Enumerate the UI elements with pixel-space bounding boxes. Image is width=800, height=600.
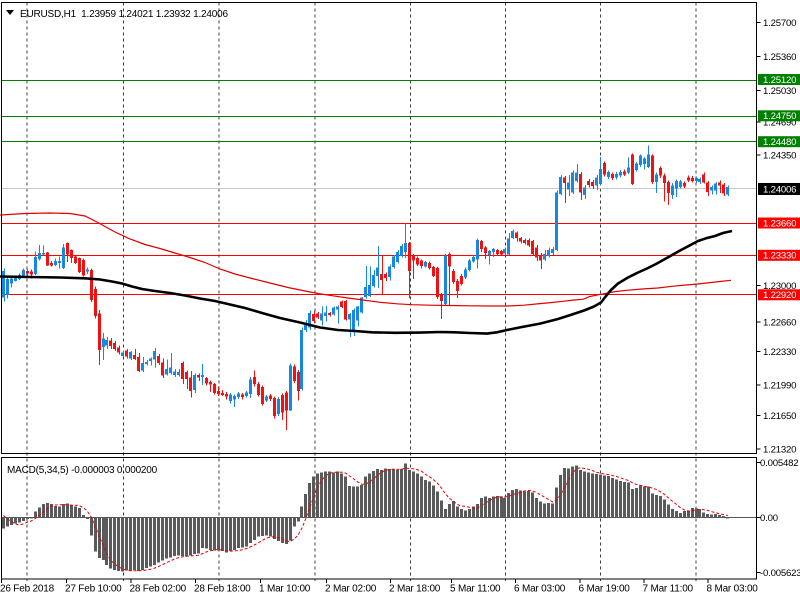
svg-text:27 Feb 10:00: 27 Feb 10:00 bbox=[65, 584, 122, 595]
svg-text:-0.005623: -0.005623 bbox=[760, 568, 800, 579]
svg-text:1.23000: 1.23000 bbox=[763, 281, 796, 292]
svg-text:26 Feb 2018: 26 Feb 2018 bbox=[0, 584, 55, 595]
svg-text:1.21990: 1.21990 bbox=[763, 381, 796, 392]
svg-text:28 Feb 02:00: 28 Feb 02:00 bbox=[130, 584, 187, 595]
svg-text:1.25120: 1.25120 bbox=[763, 75, 796, 86]
svg-text:8 Mar 03:00: 8 Mar 03:00 bbox=[707, 584, 759, 595]
svg-text:1.21320: 1.21320 bbox=[763, 445, 796, 456]
svg-text:EURUSD,H1 1.23959 1.24021 1.2: EURUSD,H1 1.23959 1.24021 1.23932 1.2400… bbox=[20, 9, 229, 20]
svg-text:2 Mar 18:00: 2 Mar 18:00 bbox=[389, 584, 441, 595]
svg-text:1 Mar 10:00: 1 Mar 10:00 bbox=[259, 584, 311, 595]
svg-text:6 Mar 03:00: 6 Mar 03:00 bbox=[514, 584, 566, 595]
svg-text:2 Mar 02:00: 2 Mar 02:00 bbox=[325, 584, 377, 595]
svg-text:1.23330: 1.23330 bbox=[763, 251, 796, 262]
svg-text:1.21650: 1.21650 bbox=[763, 411, 796, 422]
svg-text:1.23660: 1.23660 bbox=[763, 218, 796, 229]
svg-text:7 Mar 11:00: 7 Mar 11:00 bbox=[643, 584, 694, 595]
svg-text:1.24480: 1.24480 bbox=[763, 137, 796, 148]
svg-text:6 Mar 19:00: 6 Mar 19:00 bbox=[579, 584, 631, 595]
svg-text:1.22660: 1.22660 bbox=[763, 318, 796, 329]
svg-text:1.25360: 1.25360 bbox=[763, 52, 796, 63]
svg-text:1.25030: 1.25030 bbox=[763, 86, 796, 97]
svg-text:1.24750: 1.24750 bbox=[763, 111, 796, 122]
svg-text:1.22920: 1.22920 bbox=[763, 290, 796, 301]
svg-text:1.22330: 1.22330 bbox=[763, 347, 796, 358]
svg-text:0.005482: 0.005482 bbox=[760, 458, 798, 469]
svg-text:1.24006: 1.24006 bbox=[763, 184, 796, 195]
svg-text:1.24690: 1.24690 bbox=[763, 118, 796, 129]
svg-text:5 Mar 11:00: 5 Mar 11:00 bbox=[450, 584, 501, 595]
svg-text:MACD(5,34,5) -0.000003 0.00020: MACD(5,34,5) -0.000003 0.000200 bbox=[7, 465, 158, 476]
svg-text:28 Feb 18:00: 28 Feb 18:00 bbox=[194, 584, 251, 595]
svg-text:0.00: 0.00 bbox=[760, 513, 778, 524]
svg-text:1.25700: 1.25700 bbox=[763, 18, 796, 29]
svg-text:1.24350: 1.24350 bbox=[763, 151, 796, 162]
